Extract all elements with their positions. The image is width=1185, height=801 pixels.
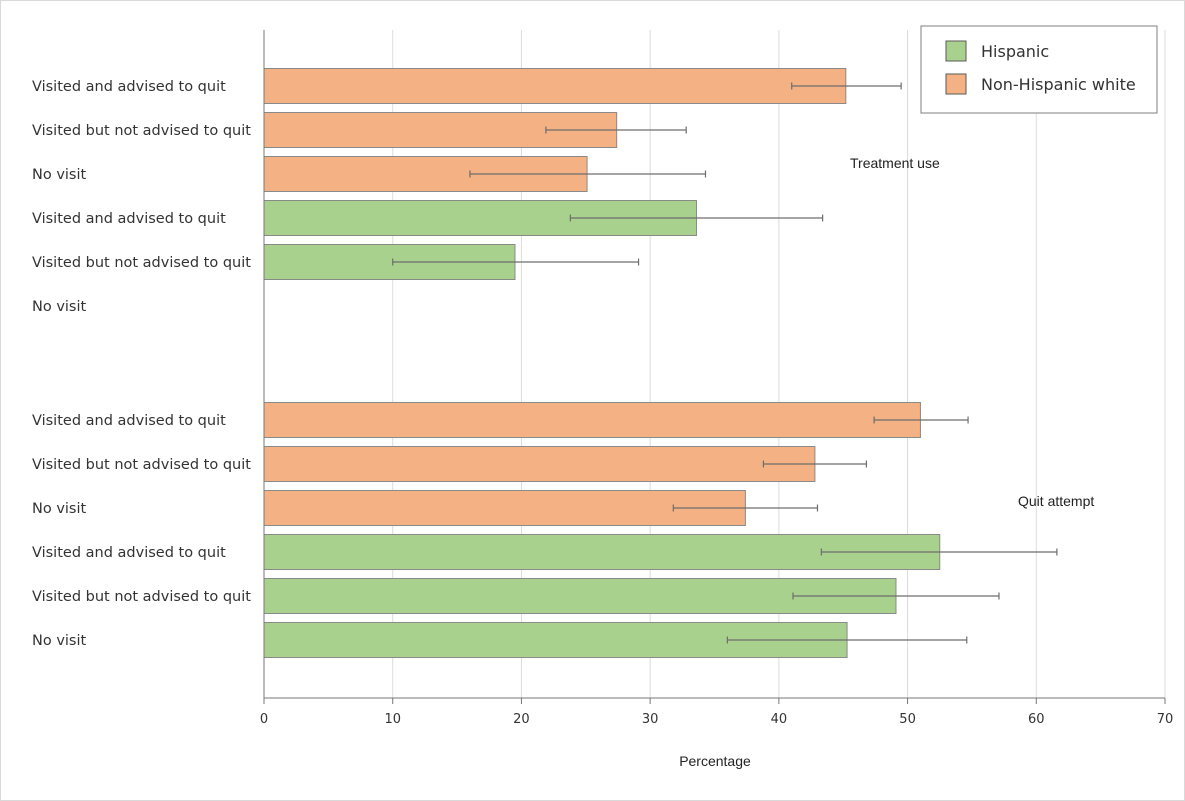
x-tick-label: 50 — [899, 712, 916, 727]
x-axis: 0 10 20 30 40 50 60 70 — [260, 30, 1173, 727]
legend-swatch-hispanic — [945, 40, 967, 62]
category-label: No visit — [32, 167, 87, 183]
category-label: Visited but not advised to quit — [32, 457, 251, 473]
category-labels: Visited and advised to quit Visited but n… — [32, 79, 251, 649]
category-label: Visited and advised to quit — [32, 211, 226, 227]
x-tick-label: 70 — [1157, 712, 1174, 727]
legend-label-non-hispanic-white: Non-Hispanic white — [981, 75, 1136, 94]
x-axis-title: Percentage — [679, 753, 751, 769]
category-label: Visited and advised to quit — [32, 545, 226, 561]
category-label: No visit — [32, 633, 87, 649]
category-label: No visit — [32, 299, 87, 315]
category-label: Visited but not advised to quit — [32, 255, 251, 271]
x-tick-label: 30 — [642, 712, 659, 727]
x-tick-label: 40 — [771, 712, 788, 727]
bar — [263, 68, 847, 104]
category-label: Visited but not advised to quit — [32, 123, 251, 139]
x-tick-label: 0 — [260, 712, 268, 727]
category-label: Visited but not advised to quit — [32, 589, 251, 605]
bars — [263, 68, 941, 658]
legend-swatch-non-hispanic-white — [945, 73, 967, 95]
x-tick-label: 10 — [384, 712, 401, 727]
category-label: Visited and advised to quit — [32, 79, 226, 95]
x-tick-label: 20 — [513, 712, 530, 727]
category-label: No visit — [32, 501, 87, 517]
category-label: Visited and advised to quit — [32, 413, 226, 429]
x-tick-label: 60 — [1028, 712, 1045, 727]
bar — [263, 446, 816, 482]
legend: Hispanic Non-Hispanic white — [920, 25, 1158, 114]
bar — [263, 402, 921, 438]
panel-label-treatment-use: Treatment use — [850, 155, 940, 171]
legend-label-hispanic: Hispanic — [981, 42, 1049, 61]
error-bars — [392, 82, 1058, 644]
panel-label-quit-attempt: Quit attempt — [1018, 493, 1094, 509]
legend-box — [920, 25, 1158, 114]
